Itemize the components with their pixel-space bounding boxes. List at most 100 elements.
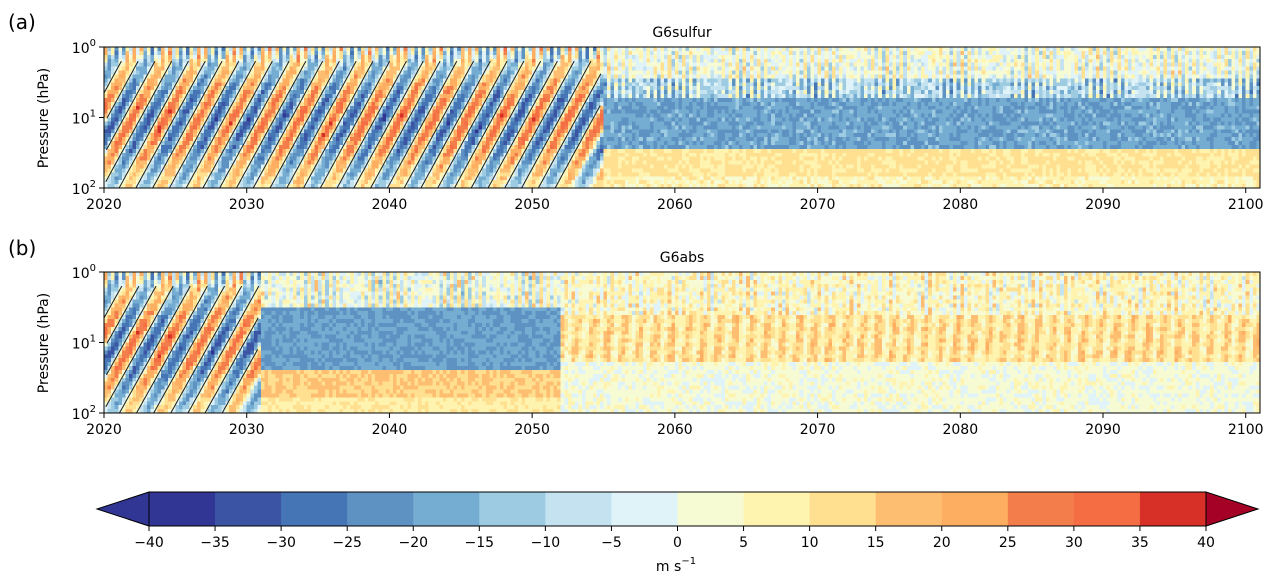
heatmap-cell — [464, 70, 469, 76]
heatmap-cell — [1252, 66, 1258, 72]
heatmap-cell — [218, 101, 223, 107]
heatmap-cell — [1010, 66, 1015, 72]
heatmap-cell — [275, 47, 280, 52]
heatmap-cell — [1045, 97, 1051, 103]
heatmap-cell — [1035, 54, 1040, 60]
heatmap-cell — [564, 97, 569, 103]
heatmap-cell — [853, 70, 858, 76]
heatmap-cell — [500, 54, 505, 60]
heatmap-cell — [799, 82, 804, 87]
heatmap-cell — [995, 101, 1001, 107]
heatmap-cell — [846, 74, 851, 79]
heatmap-cell — [635, 101, 640, 107]
heatmap-cell — [1124, 97, 1129, 103]
heatmap-cell — [460, 90, 465, 95]
heatmap-cell — [592, 90, 597, 95]
heatmap-cell — [475, 101, 480, 107]
heatmap-cell — [417, 54, 423, 60]
heatmap-cell — [810, 78, 815, 83]
heatmap-cell — [981, 70, 986, 76]
heatmap-cell — [1024, 62, 1029, 68]
heatmap-cell — [211, 50, 216, 56]
heatmap-cell — [328, 62, 333, 68]
heatmap-cell — [724, 50, 729, 56]
heatmap-cell — [735, 47, 740, 52]
heatmap-cell — [314, 105, 319, 111]
heatmap-cell — [492, 78, 498, 83]
heatmap-cell — [885, 66, 890, 72]
heatmap-cell — [171, 78, 176, 83]
heatmap-cell — [128, 62, 134, 68]
heatmap-cell — [999, 47, 1004, 52]
heatmap-cell — [971, 94, 976, 99]
heatmap-cell — [375, 90, 380, 95]
heatmap-cell — [803, 86, 808, 91]
heatmap-cell — [549, 54, 555, 60]
heatmap-cell — [817, 62, 822, 68]
heatmap-cell — [368, 86, 373, 91]
heatmap-cell — [125, 97, 130, 103]
heatmap-cell — [967, 47, 972, 52]
heatmap-cell — [1013, 58, 1018, 64]
heatmap-cell — [1092, 66, 1097, 72]
heatmap-cell — [589, 58, 594, 64]
heatmap-cell — [1185, 54, 1190, 60]
heatmap-cell — [960, 66, 965, 72]
heatmap-cell — [1177, 54, 1183, 60]
heatmap-cell — [664, 74, 669, 79]
heatmap-cell — [913, 97, 919, 103]
heatmap-cell — [671, 58, 676, 64]
heatmap-cell — [157, 94, 162, 99]
heatmap-cell — [246, 90, 251, 95]
heatmap-cell — [1206, 94, 1211, 99]
heatmap-cell — [1056, 66, 1061, 72]
heatmap-cell — [696, 97, 701, 103]
heatmap-cell — [582, 50, 587, 56]
heatmap-cell — [282, 70, 287, 76]
heatmap-cell — [1017, 94, 1022, 99]
heatmap-cell — [906, 70, 911, 76]
heatmap-cell — [671, 97, 676, 103]
heatmap-cell — [628, 82, 633, 87]
heatmap-cell — [999, 94, 1004, 99]
heatmap-cell — [1117, 62, 1122, 68]
heatmap-cell — [1220, 58, 1225, 64]
heatmap-cell — [528, 86, 533, 91]
heatmap-cell — [221, 62, 226, 68]
heatmap-cell — [756, 82, 762, 87]
heatmap-cell — [1092, 86, 1097, 91]
heatmap-cell — [153, 78, 159, 83]
heatmap-cell — [1192, 47, 1197, 52]
heatmap-cell — [357, 50, 362, 56]
heatmap-cell — [1053, 86, 1058, 91]
heatmap-cell — [400, 86, 405, 91]
heatmap-cell — [560, 54, 565, 60]
heatmap-cell — [1006, 66, 1011, 72]
heatmap-cell — [489, 105, 494, 111]
heatmap-cell — [400, 94, 405, 99]
heatmap-cell — [196, 66, 201, 72]
heatmap-cell — [1035, 74, 1040, 79]
heatmap-cell — [749, 47, 754, 52]
heatmap-cell — [756, 58, 762, 64]
heatmap-cell — [1095, 90, 1101, 95]
heatmap-cell — [396, 101, 401, 107]
heatmap-cell — [1024, 66, 1029, 72]
heatmap-cell — [614, 78, 619, 83]
heatmap-cell — [157, 50, 162, 56]
heatmap-cell — [860, 97, 865, 103]
heatmap-cell — [1078, 90, 1083, 95]
heatmap-cell — [1010, 101, 1015, 107]
heatmap-cell — [200, 97, 205, 103]
heatmap-cell — [325, 70, 330, 76]
heatmap-cell — [453, 62, 458, 68]
heatmap-cell — [706, 94, 712, 99]
heatmap-cell — [396, 78, 401, 83]
heatmap-cell — [1053, 101, 1058, 107]
heatmap-cell — [146, 62, 151, 68]
heatmap-cell — [1053, 62, 1058, 68]
heatmap-cell — [774, 54, 779, 60]
heatmap-cell — [460, 101, 465, 107]
heatmap-cell — [360, 105, 366, 111]
heatmap-cell — [628, 74, 633, 79]
